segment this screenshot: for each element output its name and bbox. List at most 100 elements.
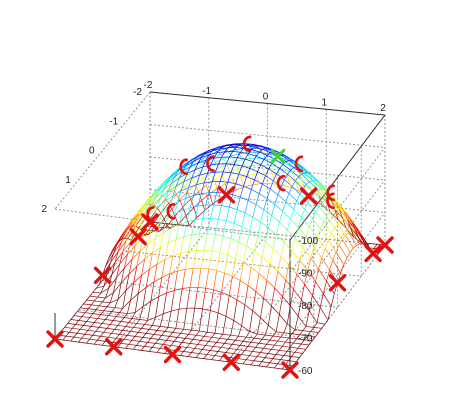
mesh-segment	[195, 233, 200, 251]
mesh-segment	[198, 191, 202, 201]
mesh-segment	[131, 245, 136, 260]
mesh-segment	[246, 336, 255, 339]
mesh-segment	[162, 195, 166, 200]
mesh-segment	[194, 162, 199, 170]
mesh-segment	[114, 251, 124, 263]
mesh-segment	[133, 327, 142, 329]
mesh-segment	[259, 149, 263, 153]
mesh-segment	[320, 188, 329, 199]
mesh-segment	[220, 343, 225, 348]
mesh-segment	[131, 339, 140, 342]
mesh-segment	[332, 207, 337, 210]
mesh-segment	[269, 180, 274, 190]
mesh-segment	[288, 356, 292, 361]
mesh-segment	[206, 218, 211, 234]
mesh-segment	[179, 221, 188, 225]
mesh-segment	[221, 205, 230, 208]
mesh-segment	[169, 186, 174, 191]
mesh-segment	[154, 188, 158, 193]
mesh-segment	[231, 153, 240, 157]
mesh-segment	[98, 323, 103, 328]
mesh-segment	[136, 213, 141, 222]
mesh-segment	[225, 316, 234, 321]
mesh-segment	[162, 293, 167, 314]
mesh-segment	[242, 158, 251, 160]
mesh-segment	[133, 348, 142, 351]
mesh-segment	[168, 239, 177, 244]
mesh-segment	[326, 269, 331, 282]
mesh-segment	[175, 177, 180, 187]
mesh-segment	[149, 263, 158, 270]
mesh-segment	[238, 335, 247, 338]
mesh-segment	[264, 173, 273, 175]
mesh-segment	[97, 318, 106, 320]
mesh-segment	[284, 169, 293, 173]
mesh-segment	[260, 145, 265, 148]
mesh-segment	[244, 304, 253, 312]
mesh-segment	[67, 319, 72, 324]
mesh-segment	[345, 212, 350, 217]
mesh-segment	[91, 304, 100, 307]
mesh-segment	[64, 323, 68, 328]
mesh-segment	[194, 205, 199, 220]
sample-x-marker	[364, 244, 382, 263]
mesh-segment	[232, 275, 241, 281]
mesh-segment	[240, 145, 245, 149]
mesh-segment	[266, 343, 275, 346]
mesh-segment	[112, 316, 117, 321]
mesh-segment	[186, 166, 191, 174]
mesh-segment	[311, 336, 316, 342]
mesh-segment	[291, 238, 296, 251]
mesh-segment	[155, 296, 160, 318]
mesh-segment	[276, 167, 281, 176]
mesh-segment	[293, 208, 302, 218]
mesh-segment	[301, 173, 310, 182]
mesh-segment	[194, 348, 203, 350]
mesh-segment	[169, 270, 178, 275]
mesh-segment	[168, 194, 177, 204]
mesh-segment	[327, 306, 332, 321]
mesh-segment	[174, 215, 179, 225]
mesh-segment	[285, 193, 290, 202]
floor-grid-line	[126, 250, 362, 277]
mesh-segment	[108, 336, 117, 339]
mesh-segment	[263, 344, 267, 349]
mesh-segment	[187, 169, 196, 174]
mesh-segment	[310, 246, 315, 259]
mesh-segment	[246, 168, 251, 177]
mesh-segment	[279, 222, 288, 231]
mesh-segment	[269, 263, 279, 272]
mesh-segment	[310, 174, 315, 178]
mesh-segment	[122, 229, 127, 234]
mesh-segment	[310, 327, 315, 332]
mesh-segment	[117, 325, 126, 327]
mesh-segment	[235, 183, 244, 187]
mesh-segment	[175, 224, 180, 240]
mesh-segment	[266, 366, 275, 369]
mesh-segment	[184, 185, 188, 193]
mesh-segment	[318, 257, 323, 270]
mesh-segment	[120, 317, 125, 322]
mesh-segment	[163, 227, 172, 233]
mesh-segment	[200, 336, 205, 341]
mesh-segment	[134, 336, 143, 338]
mesh-segment	[304, 284, 313, 296]
mesh-segment	[267, 183, 276, 185]
mesh-segment	[210, 204, 215, 219]
mesh-segment	[249, 230, 258, 237]
mesh-segment	[261, 357, 266, 362]
mesh-segment	[166, 340, 175, 342]
mesh-segment	[373, 244, 378, 249]
mesh-segment	[89, 317, 98, 319]
mesh-segment	[229, 295, 238, 301]
mesh-segment	[297, 347, 306, 350]
mesh-segment	[288, 186, 293, 194]
mesh-segment	[89, 335, 93, 340]
mesh-segment	[313, 322, 318, 328]
mesh-segment	[121, 233, 125, 243]
mesh-segment	[185, 267, 194, 270]
mesh-segment	[293, 342, 302, 345]
mesh-segment	[285, 264, 290, 280]
z-tick-label: -60	[298, 366, 313, 377]
mesh-segment	[134, 332, 139, 337]
